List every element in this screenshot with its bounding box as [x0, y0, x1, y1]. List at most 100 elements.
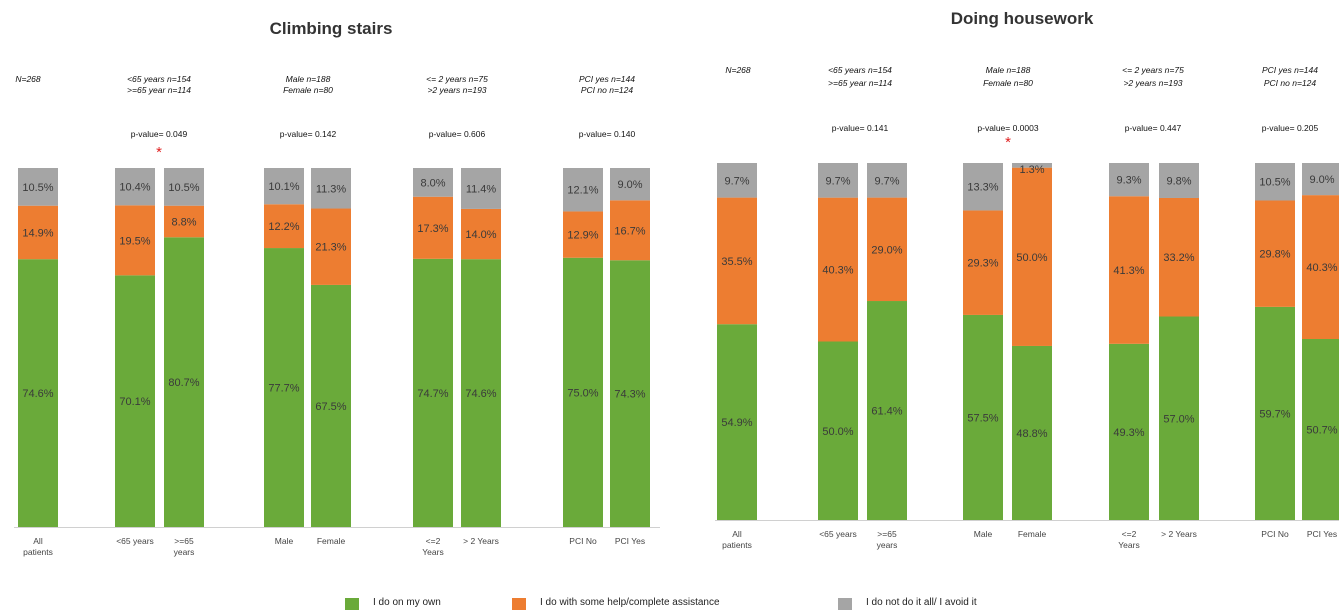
data-label: 10.1% — [268, 181, 299, 193]
bar-segment-i-do-with — [413, 196, 453, 259]
bar-segment-i-do-not — [1109, 163, 1149, 197]
data-label: 50.0% — [822, 426, 853, 438]
legend: I do on my own I do with some help/comple… — [345, 597, 977, 610]
data-label: 67.5% — [315, 401, 346, 413]
data-label: 11.3% — [316, 183, 347, 195]
bar-segment-i-do-on — [1012, 345, 1052, 520]
data-label: 10.5% — [22, 182, 53, 194]
bar-segment-i-do-with — [311, 208, 351, 285]
bar-segment-i-do-not — [717, 163, 757, 198]
data-label: 9.0% — [617, 179, 642, 191]
data-label: 50.7% — [1306, 425, 1337, 437]
bar-segment-i-do-with — [867, 197, 907, 302]
group-annotation: Female n=80 — [983, 78, 1033, 88]
data-label: 9.7% — [825, 175, 850, 187]
bar-segment-i-do-on — [264, 248, 304, 527]
chart-panel-climbing-stairs: Climbing stairs N=268 <65 years n=154>=65 … — [14, 19, 660, 557]
bar-segment-i-do-not — [818, 163, 858, 198]
bar-segment-i-do-on — [311, 284, 351, 527]
bar-segment-i-do-not — [115, 168, 155, 206]
category-label: <=2 — [426, 536, 441, 546]
data-label: 10.5% — [1259, 177, 1290, 189]
category-label: PCI Yes — [615, 536, 645, 546]
bar-segment-i-do-on — [563, 257, 603, 527]
significance-star: * — [156, 144, 162, 161]
bar-segment-i-do-on — [115, 275, 155, 527]
bar-segment-i-do-with — [18, 205, 58, 260]
data-label: 49.3% — [1113, 427, 1144, 439]
bar-segment-i-do-on — [1255, 306, 1295, 520]
data-label: 10.5% — [168, 182, 199, 194]
bar-segment-i-do-on — [963, 314, 1003, 520]
group-annotation: PCI yes n=144 — [1262, 65, 1318, 75]
data-label: 74.6% — [465, 388, 496, 400]
p-value-label: p-value= 0.447 — [1125, 123, 1182, 133]
bar-segment-i-do-with — [264, 204, 304, 249]
group-annotation: PCI no n=124 — [581, 85, 633, 95]
category-label: PCI No — [1261, 529, 1289, 539]
legend-swatch — [345, 598, 359, 610]
legend-label: I do not do it all/ I avoid it — [866, 597, 977, 608]
bar-segment-i-do-with — [1255, 200, 1295, 307]
bar-segment-i-do-with — [610, 200, 650, 261]
category-label: > 2 Years — [463, 536, 499, 546]
category-label: Years — [1118, 540, 1139, 550]
category-label: Male — [974, 529, 993, 539]
category-label: >=65 — [877, 529, 897, 539]
data-label: 9.3% — [1116, 175, 1141, 187]
p-value-label: p-value= 0.0003 — [977, 123, 1038, 133]
bar-segment-i-do-with — [461, 208, 501, 260]
data-label: 29.3% — [967, 258, 998, 270]
data-label: 14.0% — [465, 229, 496, 241]
group-annotation: Male n=188 — [286, 74, 331, 84]
group-annotation: >2 years n=193 — [1123, 78, 1182, 88]
category-label: years — [174, 547, 195, 557]
data-label: 16.7% — [614, 225, 645, 237]
data-label: 54.9% — [721, 417, 752, 429]
bar-segment-i-do-not — [610, 168, 650, 201]
data-label: 8.0% — [420, 177, 445, 189]
category-label: <65 years — [116, 536, 154, 546]
data-label: 70.1% — [119, 396, 150, 408]
data-label: 17.3% — [417, 223, 448, 235]
group-annotation: PCI no n=124 — [1264, 78, 1316, 88]
data-label: 11.4% — [466, 183, 497, 195]
p-value-label: p-value= 0.142 — [280, 129, 337, 139]
group-annotation: <65 years n=154 — [828, 65, 892, 75]
data-label: 77.7% — [268, 383, 299, 395]
legend-swatch — [838, 598, 852, 610]
bar-segment-i-do-on — [164, 237, 204, 528]
bar-segment-i-do-not — [264, 168, 304, 205]
bar-segment-i-do-on — [413, 258, 453, 527]
bar-segment-i-do-not — [461, 168, 501, 209]
data-label: 1.3% — [1019, 164, 1044, 176]
data-label: 80.7% — [168, 377, 199, 389]
data-label: 12.2% — [268, 221, 299, 233]
bar-segment-i-do-with — [1159, 197, 1199, 317]
bar-segment-i-do-not — [311, 168, 351, 209]
bar-segment-i-do-with — [1302, 195, 1339, 340]
data-label: 61.4% — [871, 406, 902, 418]
group-annotation: N=268 — [725, 65, 751, 75]
data-label: 50.0% — [1016, 252, 1047, 264]
bar-segment-i-do-on — [818, 341, 858, 520]
group-annotation: <= 2 years n=75 — [1122, 65, 1184, 75]
data-label: 41.3% — [1113, 265, 1144, 277]
bar-segment-i-do-with — [563, 211, 603, 258]
data-label: 35.5% — [721, 256, 752, 268]
bar-segment-i-do-on — [1159, 316, 1199, 520]
bar-segment-i-do-not — [413, 168, 453, 197]
data-label: 74.6% — [22, 388, 53, 400]
data-label: 12.1% — [567, 185, 598, 197]
p-value-label: p-value= 0.205 — [1262, 123, 1319, 133]
data-label: 74.7% — [417, 388, 448, 400]
data-label: 59.7% — [1259, 408, 1290, 420]
data-label: 14.9% — [22, 227, 53, 239]
category-label: patients — [722, 540, 752, 550]
chart-title: Climbing stairs — [270, 19, 393, 38]
group-annotation: PCI yes n=144 — [579, 74, 635, 84]
p-value-label: p-value= 0.140 — [579, 129, 636, 139]
data-label: 74.3% — [614, 389, 645, 401]
group-annotation: Female n=80 — [283, 85, 333, 95]
group-annotation: Male n=188 — [986, 65, 1031, 75]
